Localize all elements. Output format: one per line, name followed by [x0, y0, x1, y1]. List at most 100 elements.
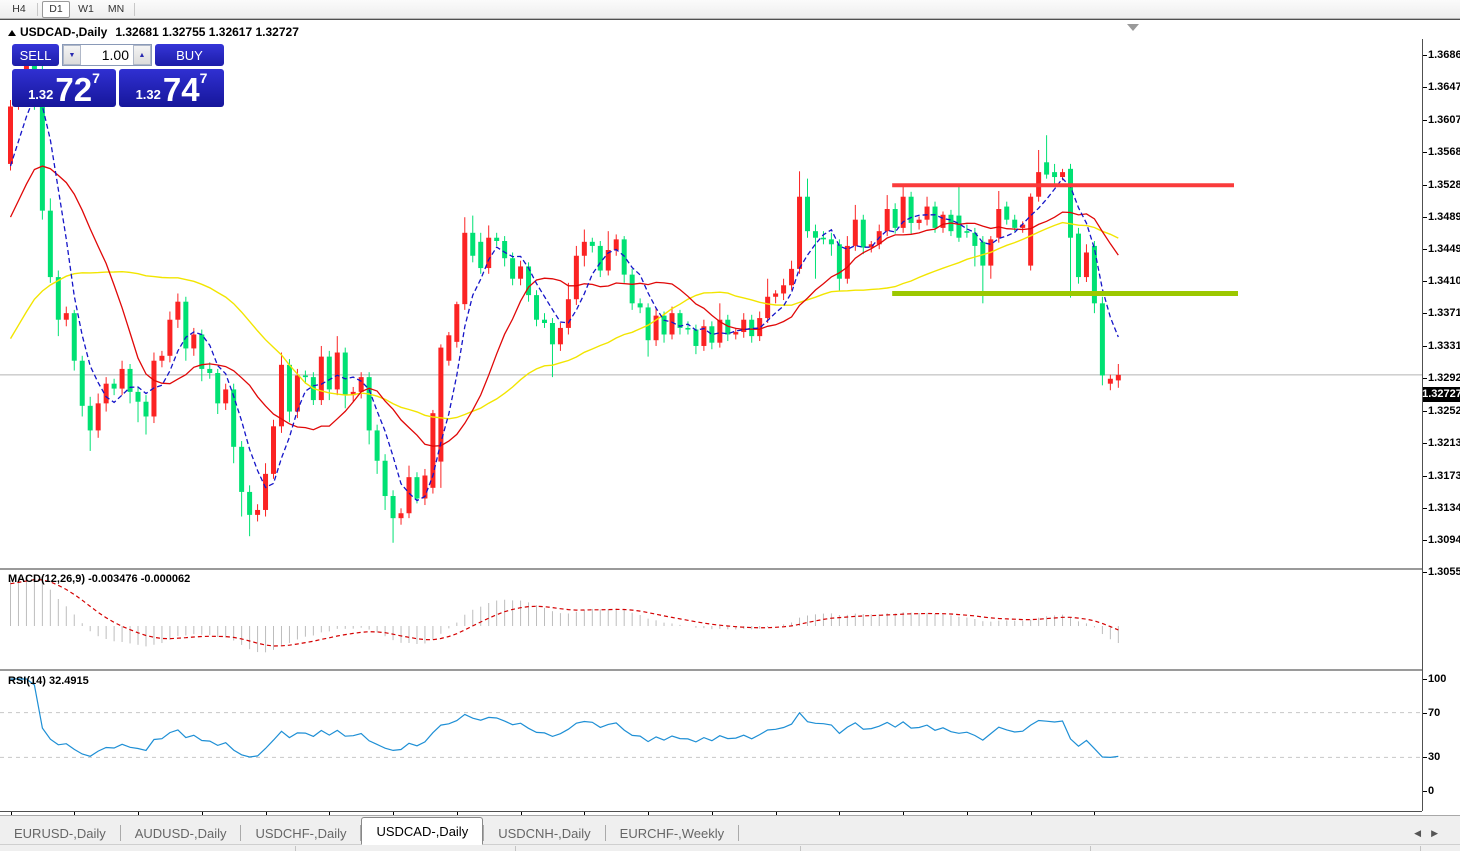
- axis-tick: [1423, 55, 1427, 56]
- candle-body: [836, 244, 842, 279]
- price-axis-label: 1.35680: [1428, 145, 1460, 158]
- candle-body: [565, 299, 571, 328]
- rsi-panel-canvas[interactable]: [0, 673, 1422, 792]
- candle-body: [358, 377, 364, 392]
- price-axis-label: 1.31730: [1428, 469, 1460, 482]
- candle-body: [1044, 162, 1050, 175]
- timeframe-button-h4[interactable]: H4: [12, 3, 26, 15]
- date-tick: [329, 812, 331, 816]
- candle-body: [805, 196, 810, 232]
- candle-body: [733, 332, 739, 335]
- chart-window: USDCAD-,Daily 1.32681 1.32755 1.32617 1.3…: [0, 19, 1460, 836]
- candle-body: [1028, 196, 1034, 266]
- candle-body: [852, 219, 858, 246]
- candle-body: [557, 327, 563, 345]
- tab-separator: [483, 825, 485, 841]
- candle-body: [884, 209, 890, 232]
- date-tick: [201, 812, 203, 816]
- candle-body: [1052, 172, 1058, 178]
- candle-body: [207, 368, 213, 374]
- tabs-scroll-left-button[interactable]: ◀: [1414, 828, 1422, 838]
- statusbar-separator: [515, 846, 516, 851]
- axis-tick: [1423, 281, 1427, 283]
- candle-body: [1083, 252, 1089, 278]
- candle-body: [773, 293, 779, 297]
- chart-symbol-label: USDCAD-,Daily: [20, 25, 108, 39]
- candle-body: [326, 356, 332, 390]
- chart-tab-eurchf-weekly[interactable]: EURCHF-,Weekly: [619, 825, 725, 841]
- candle-body: [95, 403, 101, 431]
- candle-body: [797, 196, 803, 269]
- candle-body: [55, 277, 61, 320]
- candle-body: [765, 296, 771, 319]
- volume-increase-button[interactable]: ▲: [133, 45, 151, 65]
- candle-body: [390, 496, 396, 519]
- main-chart-canvas[interactable]: [0, 20, 1422, 568]
- candle-body: [725, 319, 731, 335]
- tabs-scroll-right-button[interactable]: ▶: [1431, 828, 1438, 838]
- price-axis-label: 1.31340: [1428, 501, 1460, 514]
- price-axis-label: 1.36860: [1428, 49, 1460, 61]
- date-tick: [1094, 812, 1096, 816]
- price-axis-label: 1.36070: [1428, 113, 1460, 126]
- candle-body: [605, 250, 611, 271]
- candle-body: [446, 335, 452, 361]
- candle-body: [597, 245, 603, 271]
- timeframe-button-mn[interactable]: MN: [107, 3, 125, 15]
- axis-tick: [1423, 119, 1427, 121]
- timeframe-button-w1[interactable]: W1: [78, 3, 94, 15]
- candle-body: [87, 405, 93, 431]
- candle-body: [510, 258, 516, 279]
- chart-tab-bar: EURUSD-,Daily AUDUSD-,Daily USDCHF-,Daily U…: [0, 815, 1460, 845]
- panel-splitter[interactable]: [0, 669, 1422, 671]
- current-price-tag: 1.32727: [1422, 386, 1460, 402]
- candle-body: [908, 196, 914, 223]
- status-bar: [0, 844, 1460, 851]
- date-tick: [10, 812, 12, 816]
- tab-separator: [119, 825, 121, 841]
- ma-mid-line: [9, 165, 1119, 447]
- volume-decrease-button[interactable]: ▼: [63, 45, 81, 65]
- buy-button[interactable]: BUY: [155, 44, 224, 66]
- candle-body: [382, 460, 388, 497]
- sell-button[interactable]: SELL: [12, 44, 59, 66]
- candle-body: [653, 315, 659, 341]
- candle-body: [438, 347, 444, 462]
- chart-tab-usdcnh-daily[interactable]: USDCNH-,Daily: [498, 825, 591, 841]
- price-axis-label: 1.34490: [1428, 243, 1460, 256]
- candle-body: [23, 63, 29, 74]
- candle-body: [757, 318, 763, 337]
- chart-tab-usdchf-daily[interactable]: USDCHF-,Daily: [255, 825, 347, 841]
- candle-body: [47, 210, 53, 278]
- candle-body: [892, 209, 898, 228]
- axis-tick: [1423, 249, 1427, 251]
- date-tick: [1030, 812, 1032, 816]
- ma-fast-line: [9, 95, 1119, 502]
- candle-body: [932, 206, 938, 228]
- candle-body: [494, 237, 500, 241]
- chart-tab-eurusd-daily[interactable]: EURUSD-,Daily: [14, 825, 106, 841]
- candle-body: [8, 106, 13, 164]
- tab-separator: [738, 825, 740, 841]
- timeframe-button-d1[interactable]: D1: [42, 0, 70, 18]
- chart-tab-usdcad-daily[interactable]: USDCAD-,Daily: [361, 817, 484, 845]
- candle-body: [486, 237, 492, 269]
- volume-input[interactable]: 1.00: [101, 47, 129, 63]
- ma-slow-line: [9, 221, 1119, 420]
- statusbar-separator: [800, 846, 801, 851]
- candle-body: [812, 231, 818, 238]
- candle-body: [271, 426, 277, 474]
- candle-body: [247, 491, 253, 515]
- price-axis-label: 1.33310: [1428, 340, 1460, 353]
- candle-body: [239, 446, 245, 492]
- candle-body: [366, 377, 372, 431]
- chart-tab-audusd-daily[interactable]: AUDUSD-,Daily: [134, 825, 227, 841]
- sell-price-button[interactable]: 1.32 72 7: [12, 69, 116, 107]
- macd-panel-canvas[interactable]: [0, 572, 1422, 669]
- candle-body: [518, 266, 524, 279]
- panel-splitter[interactable]: [0, 568, 1422, 570]
- tab-separator: [604, 825, 606, 841]
- candle-body: [294, 375, 300, 412]
- buy-price-button[interactable]: 1.32 74 7: [119, 69, 224, 107]
- candle-body: [709, 326, 715, 343]
